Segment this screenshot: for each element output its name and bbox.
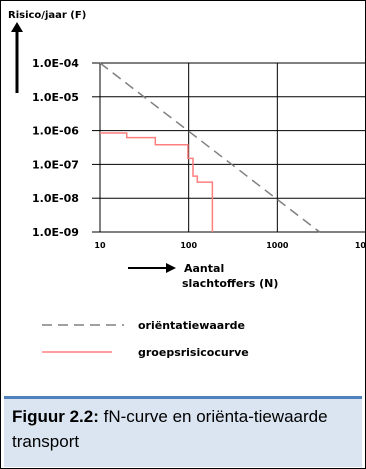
legend: oriëntatiewaarde groepsrisicocurve <box>42 319 249 359</box>
x-tick-label: 1000 <box>355 241 366 250</box>
y-tick-label: 1.0E-07 <box>32 158 79 171</box>
y-axis-title: Risico/jaar (F) <box>8 10 86 21</box>
y-tick-label: 1.0E-04 <box>32 57 79 70</box>
plot-grid <box>99 62 366 233</box>
fn-curve-chart: Risico/jaar (F) 1.0E-041.0E-051.0E-061.0… <box>8 10 366 359</box>
x-tick-label: 1000 <box>266 241 289 250</box>
legend-label-orientatiewaarde: oriëntatiewaarde <box>138 319 245 332</box>
y-tick-label: 1.0E-05 <box>32 91 79 104</box>
y-axis-arrow-icon <box>11 22 23 93</box>
plot-border <box>99 62 366 233</box>
series-line-0 <box>99 62 321 233</box>
series-lines <box>99 62 321 233</box>
series-line-1 <box>100 132 214 232</box>
x-tick-label: 10 <box>94 241 106 250</box>
figure-caption: Figuur 2.2: fN-curve en oriënta-tiewaard… <box>4 396 362 467</box>
y-tick-labels: 1.0E-04 1.0E-05 1.0E-06 1.0E-07 1.0E-08 1.0E-… <box>32 57 100 239</box>
x-axis-title-line2: slachtoffers (N) <box>182 277 278 290</box>
x-axis-title-line1: Aantal <box>184 262 224 275</box>
y-tick-label: 1.0E-08 <box>32 192 79 205</box>
caption-text: fN-curve en oriënta-tiewaarde transport <box>12 407 328 451</box>
x-axis-arrow-icon <box>128 263 176 273</box>
x-tick-labels: 10 100 1000 1000 <box>94 241 366 250</box>
legend-label-groepsrisicocurve: groepsrisicocurve <box>138 346 249 359</box>
y-tick-label: 1.0E-06 <box>32 125 79 138</box>
y-tick-label: 1.0E-09 <box>32 226 79 239</box>
caption-prefix: Figuur 2.2: <box>12 407 99 426</box>
x-tick-label: 100 <box>180 241 197 250</box>
